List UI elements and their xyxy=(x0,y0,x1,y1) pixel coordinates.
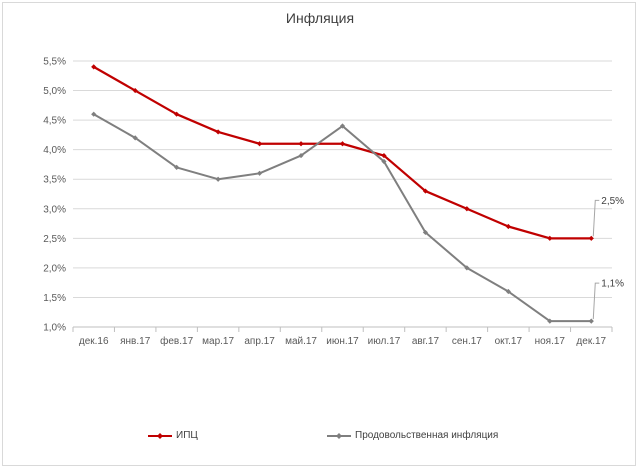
data-point xyxy=(256,141,263,147)
legend-label-food-inflation: Продовольственная инфляция xyxy=(355,430,499,441)
data-point xyxy=(422,229,429,236)
data-point xyxy=(298,152,304,159)
data-point xyxy=(588,235,594,241)
y-tick-label: 1,0% xyxy=(43,323,66,334)
x-tick-label: июл.17 xyxy=(368,336,401,347)
legend-item-cpi: ИПЦ xyxy=(148,430,198,441)
data-point xyxy=(381,158,387,165)
x-tick-label: окт.17 xyxy=(495,336,523,347)
x-tick-label: июн.17 xyxy=(326,336,359,347)
data-point xyxy=(381,152,387,159)
y-tick-label: 4,0% xyxy=(43,145,66,156)
x-tick-label: дек.16 xyxy=(79,336,109,347)
chart-frame xyxy=(2,2,636,466)
x-tick-label: янв.17 xyxy=(120,336,151,347)
series-line xyxy=(93,65,592,240)
data-point xyxy=(132,87,138,94)
data-point xyxy=(547,235,553,241)
data-point xyxy=(298,141,304,147)
x-tick-label: дек.17 xyxy=(576,336,606,347)
data-point xyxy=(505,223,511,230)
y-tick-label: 1,5% xyxy=(43,293,66,304)
y-tick-label: 5,0% xyxy=(43,86,66,97)
y-tick-label: 2,5% xyxy=(43,234,66,245)
annotation-leader xyxy=(592,282,600,320)
data-point xyxy=(464,206,470,212)
data-point xyxy=(174,111,180,117)
data-point xyxy=(91,64,97,70)
x-tick-label: фев.17 xyxy=(160,335,193,347)
x-tick-label: май.17 xyxy=(285,336,317,347)
x-tick-label: апр.17 xyxy=(244,336,275,347)
chart-legend: ИПЦ Продовольственная инфляция xyxy=(0,430,640,446)
annotation-leader xyxy=(592,199,600,237)
legend-item-food-inflation: Продовольственная инфляция xyxy=(327,430,498,441)
data-point xyxy=(215,129,221,135)
legend-swatch-cpi xyxy=(148,431,172,441)
data-point xyxy=(547,318,553,324)
chart-title: Инфляция xyxy=(285,10,355,26)
data-point xyxy=(339,141,346,147)
x-tick-label: мар.17 xyxy=(202,336,234,347)
data-point xyxy=(464,265,470,271)
data-point xyxy=(505,288,511,295)
legend-label-cpi: ИПЦ xyxy=(176,430,198,441)
data-point xyxy=(91,111,97,117)
data-point xyxy=(174,164,180,170)
data-point xyxy=(132,135,138,141)
y-tick-label: 5,5% xyxy=(43,57,66,68)
data-label: 2,5% xyxy=(601,196,624,207)
data-point xyxy=(215,176,221,182)
y-tick-label: 2,0% xyxy=(43,263,66,274)
x-tick-label: ноя.17 xyxy=(535,336,566,347)
y-tick-label: 3,0% xyxy=(43,204,66,215)
y-tick-label: 4,5% xyxy=(43,116,66,127)
data-point xyxy=(339,123,346,129)
data-label: 1,1% xyxy=(601,279,624,290)
legend-swatch-food-inflation xyxy=(327,431,351,441)
y-tick-label: 3,5% xyxy=(43,175,66,186)
data-point xyxy=(256,170,263,176)
data-point xyxy=(588,318,594,324)
data-point xyxy=(422,188,429,194)
x-tick-label: сен.17 xyxy=(452,336,482,347)
x-tick-label: авг.17 xyxy=(412,336,440,347)
